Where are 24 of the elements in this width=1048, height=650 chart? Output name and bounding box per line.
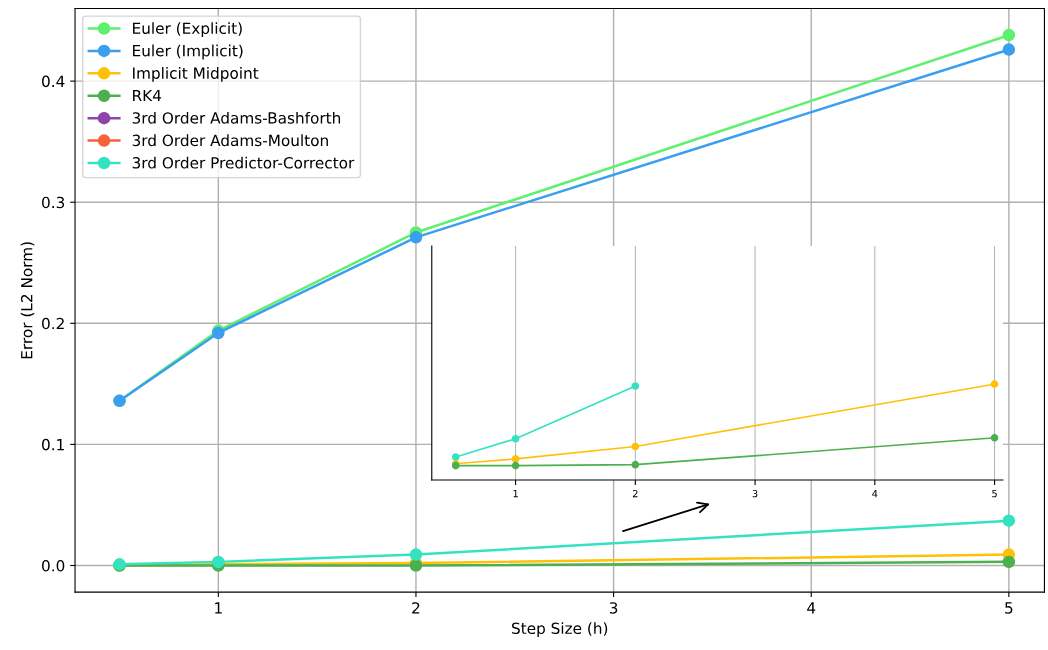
legend-label: Implicit Midpoint (133, 67, 259, 82)
y-tick-label: 0.1 (42, 438, 64, 451)
x-tick-label: 3 (609, 602, 618, 614)
y-tick-label: 0.2 (42, 317, 64, 330)
legend-label: Euler (Explicit) (133, 22, 242, 37)
y-axis-title: Error (L2 Norm) (20, 242, 35, 359)
x-axis-title: Step Size (h) (512, 622, 608, 637)
x-tick-label: 2 (632, 489, 638, 498)
x-tick-label: 4 (872, 490, 878, 498)
x-tick-label: 2 (412, 602, 420, 614)
x-tick-label: 5 (1005, 602, 1013, 614)
legend-label: RK4 (133, 89, 162, 102)
legend-label: 3rd Order Adams-Moulton (132, 134, 328, 147)
legend-label: 3rd Order Adams-Bashforth (132, 111, 341, 124)
x-tick-label: 1 (215, 602, 222, 614)
y-tick-label: 0.0 (42, 559, 65, 572)
y-tick-label: 0.4 (42, 75, 65, 88)
legend-label: Euler (Implicit) (133, 44, 243, 60)
x-tick-label: 1 (513, 490, 518, 498)
x-tick-label: 3 (752, 489, 758, 498)
x-tick-label: 5 (992, 490, 997, 498)
y-tick-label: 0.3 (42, 196, 65, 209)
legend-label: 3rd Order Predictor-Corrector (132, 156, 355, 169)
x-tick-label: 4 (807, 602, 816, 614)
